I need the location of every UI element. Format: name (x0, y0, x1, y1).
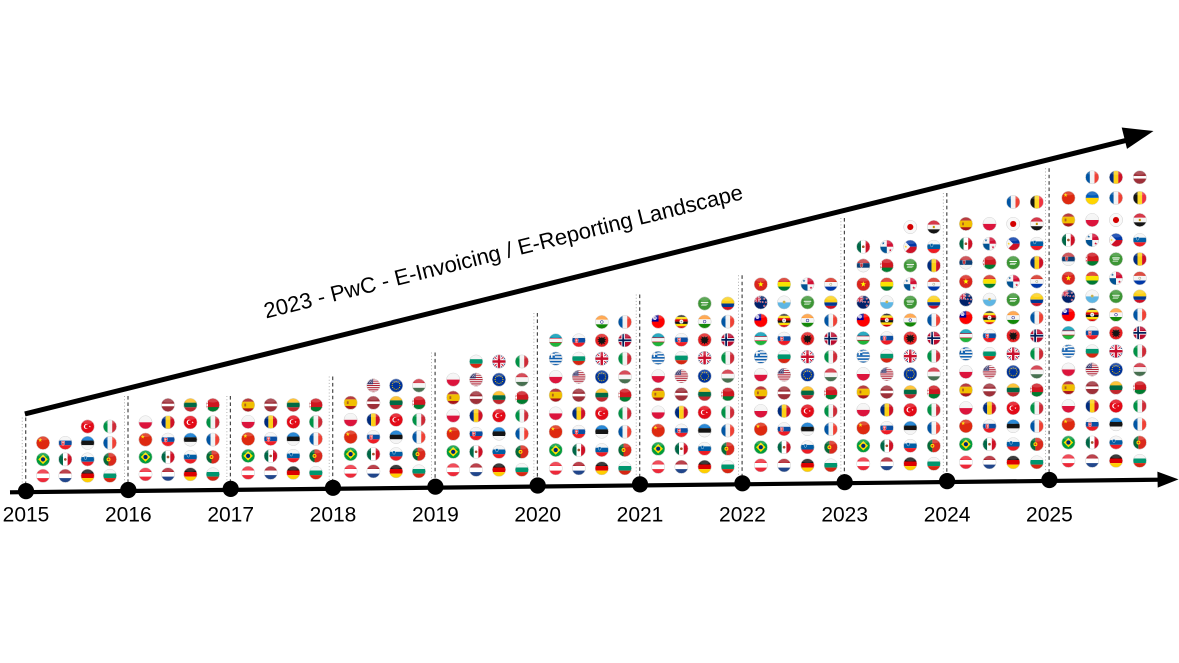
svg-text:2016: 2016 (105, 504, 152, 527)
svg-text:2017: 2017 (207, 504, 254, 527)
svg-text:2023: 2023 (821, 504, 868, 527)
svg-text:2024: 2024 (924, 504, 971, 527)
svg-text:2021: 2021 (617, 504, 664, 527)
svg-text:2020: 2020 (514, 504, 561, 527)
svg-text:2022: 2022 (719, 504, 766, 527)
svg-text:2019: 2019 (412, 504, 459, 527)
svg-text:2018: 2018 (310, 504, 357, 527)
svg-text:2015: 2015 (3, 504, 50, 527)
svg-text:2025: 2025 (1026, 504, 1073, 527)
